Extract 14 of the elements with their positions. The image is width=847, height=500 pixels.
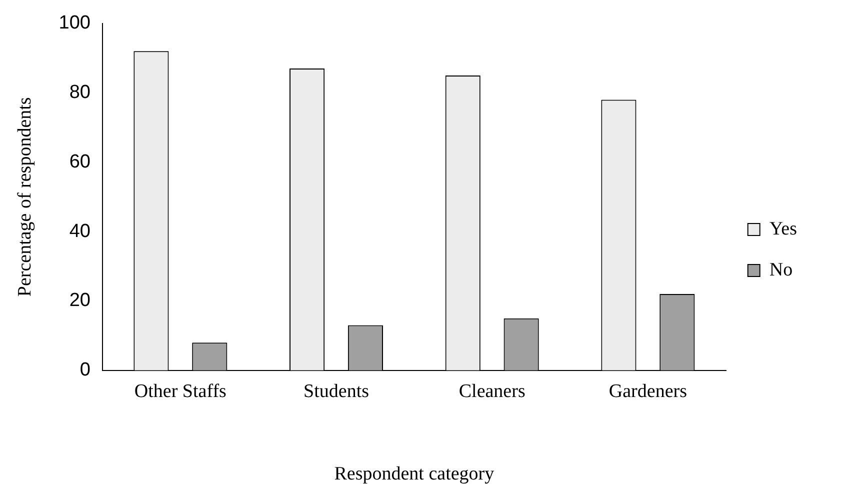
- y-tick-label: 0: [80, 360, 90, 381]
- legend-label: No: [769, 259, 793, 280]
- x-tick-label: Gardeners: [608, 380, 687, 402]
- legend-label: Yes: [769, 218, 798, 240]
- y-axis-title: Percentage of respondents: [14, 97, 36, 297]
- y-tick-label: 60: [69, 151, 90, 172]
- y-tick-label: 100: [58, 12, 90, 34]
- x-tick-label: Other Staffs: [134, 380, 226, 402]
- x-tick-label: Cleaners: [458, 380, 526, 402]
- x-tick-label: Students: [304, 380, 369, 402]
- y-tick-label: 80: [69, 82, 90, 104]
- y-tick-label: 20: [69, 290, 90, 312]
- y-tick-label: 40: [69, 220, 90, 242]
- x-axis-title: Respondent category: [334, 464, 495, 485]
